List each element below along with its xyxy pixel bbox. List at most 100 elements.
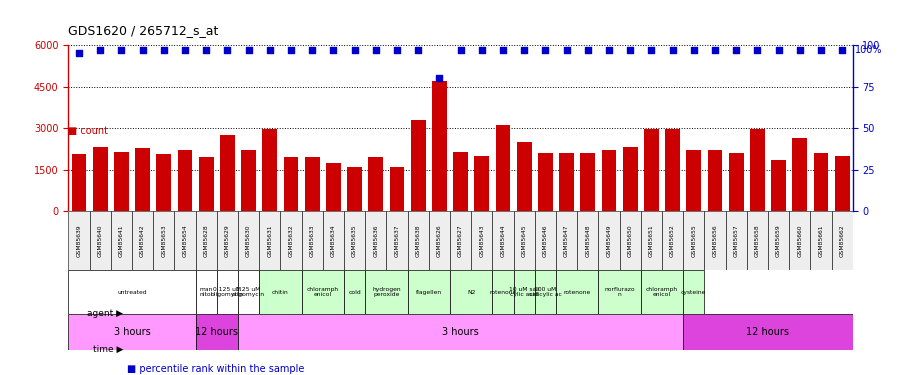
Text: GSM85646: GSM85646 (542, 225, 548, 257)
Bar (767, 211, 788, 270)
Bar (195, 211, 217, 270)
Bar (302, 211, 322, 270)
Text: 3 hours: 3 hours (114, 327, 150, 337)
Bar (71, 154, 87, 211)
Point (686, 47, 701, 53)
Point (199, 47, 213, 53)
Bar (556, 211, 577, 270)
Point (157, 47, 171, 53)
Text: GSM85634: GSM85634 (331, 225, 335, 257)
Bar (259, 211, 280, 270)
Text: GSM85636: GSM85636 (373, 225, 378, 257)
Text: chloramph
enicol: chloramph enicol (306, 287, 339, 297)
Text: GSM85642: GSM85642 (140, 224, 145, 257)
Bar (322, 211, 343, 270)
Bar (598, 270, 640, 314)
Bar (449, 270, 492, 314)
Bar (343, 270, 364, 314)
Point (220, 47, 234, 53)
Bar (492, 211, 513, 270)
Point (135, 47, 149, 53)
Bar (368, 157, 383, 211)
Bar (153, 211, 174, 270)
Bar (283, 157, 298, 211)
Bar (682, 270, 703, 314)
Bar (93, 147, 107, 211)
Point (114, 47, 128, 53)
Bar (407, 211, 428, 270)
Text: ■ percentile rank within the sample: ■ percentile rank within the sample (128, 364, 304, 374)
Text: ■ count: ■ count (68, 126, 108, 136)
Point (664, 47, 679, 53)
Text: agent ▶: agent ▶ (87, 309, 123, 318)
Point (178, 47, 192, 53)
Point (537, 47, 552, 53)
Point (241, 47, 256, 53)
Text: 12 hours: 12 hours (195, 327, 238, 337)
Text: GSM85645: GSM85645 (521, 224, 526, 257)
Bar (792, 138, 806, 211)
Bar (259, 270, 302, 314)
Text: rotenone: rotenone (563, 290, 590, 295)
Text: GSM85660: GSM85660 (796, 225, 802, 257)
Point (368, 47, 383, 53)
Text: 100 uM
salicylic ac: 100 uM salicylic ac (528, 287, 561, 297)
Text: GSM85626: GSM85626 (436, 224, 441, 257)
Bar (598, 211, 619, 270)
Point (579, 47, 594, 53)
Text: GSM85659: GSM85659 (775, 224, 780, 257)
Text: GSM85637: GSM85637 (394, 224, 399, 257)
Bar (389, 167, 404, 211)
Text: hydrogen
peroxide: hydrogen peroxide (372, 287, 400, 297)
Text: GSM85627: GSM85627 (457, 224, 463, 257)
Bar (577, 211, 598, 270)
Bar (601, 150, 616, 211)
Bar (661, 211, 682, 270)
Text: 100%: 100% (854, 45, 881, 55)
Point (622, 47, 637, 53)
Bar (749, 129, 764, 211)
Point (474, 47, 488, 53)
Text: GSM85656: GSM85656 (711, 224, 717, 257)
Text: rotenone: rotenone (489, 290, 516, 295)
Text: GSM85635: GSM85635 (352, 224, 357, 257)
Bar (682, 211, 703, 270)
Bar (449, 211, 471, 270)
Point (262, 47, 277, 53)
Point (453, 47, 467, 53)
Point (728, 47, 742, 53)
Bar (68, 270, 195, 314)
Bar (217, 270, 238, 314)
Bar (89, 211, 110, 270)
Text: GSM85629: GSM85629 (225, 224, 230, 257)
Bar (474, 156, 488, 211)
Bar (68, 211, 89, 270)
Bar (471, 211, 492, 270)
Bar (241, 150, 256, 211)
Bar (703, 211, 725, 270)
Bar (302, 270, 343, 314)
Text: GSM85632: GSM85632 (288, 224, 293, 257)
Bar (492, 270, 513, 314)
Bar (534, 270, 556, 314)
Text: GSM85655: GSM85655 (691, 224, 695, 257)
Bar (195, 270, 217, 314)
Bar (728, 153, 742, 211)
Bar (664, 129, 680, 211)
Bar (432, 81, 446, 211)
Bar (410, 120, 425, 211)
Bar (788, 211, 810, 270)
Text: GSM85650: GSM85650 (627, 224, 632, 257)
Text: 12 hours: 12 hours (745, 327, 789, 337)
Bar (513, 270, 534, 314)
Bar (810, 211, 831, 270)
Text: GDS1620 / 265712_s_at: GDS1620 / 265712_s_at (68, 24, 219, 38)
Bar (110, 211, 132, 270)
Point (643, 47, 658, 53)
Text: GSM85628: GSM85628 (203, 224, 209, 257)
Bar (534, 211, 556, 270)
Bar (364, 211, 386, 270)
Text: GSM85654: GSM85654 (182, 224, 188, 257)
Bar (556, 270, 598, 314)
Bar (174, 211, 195, 270)
